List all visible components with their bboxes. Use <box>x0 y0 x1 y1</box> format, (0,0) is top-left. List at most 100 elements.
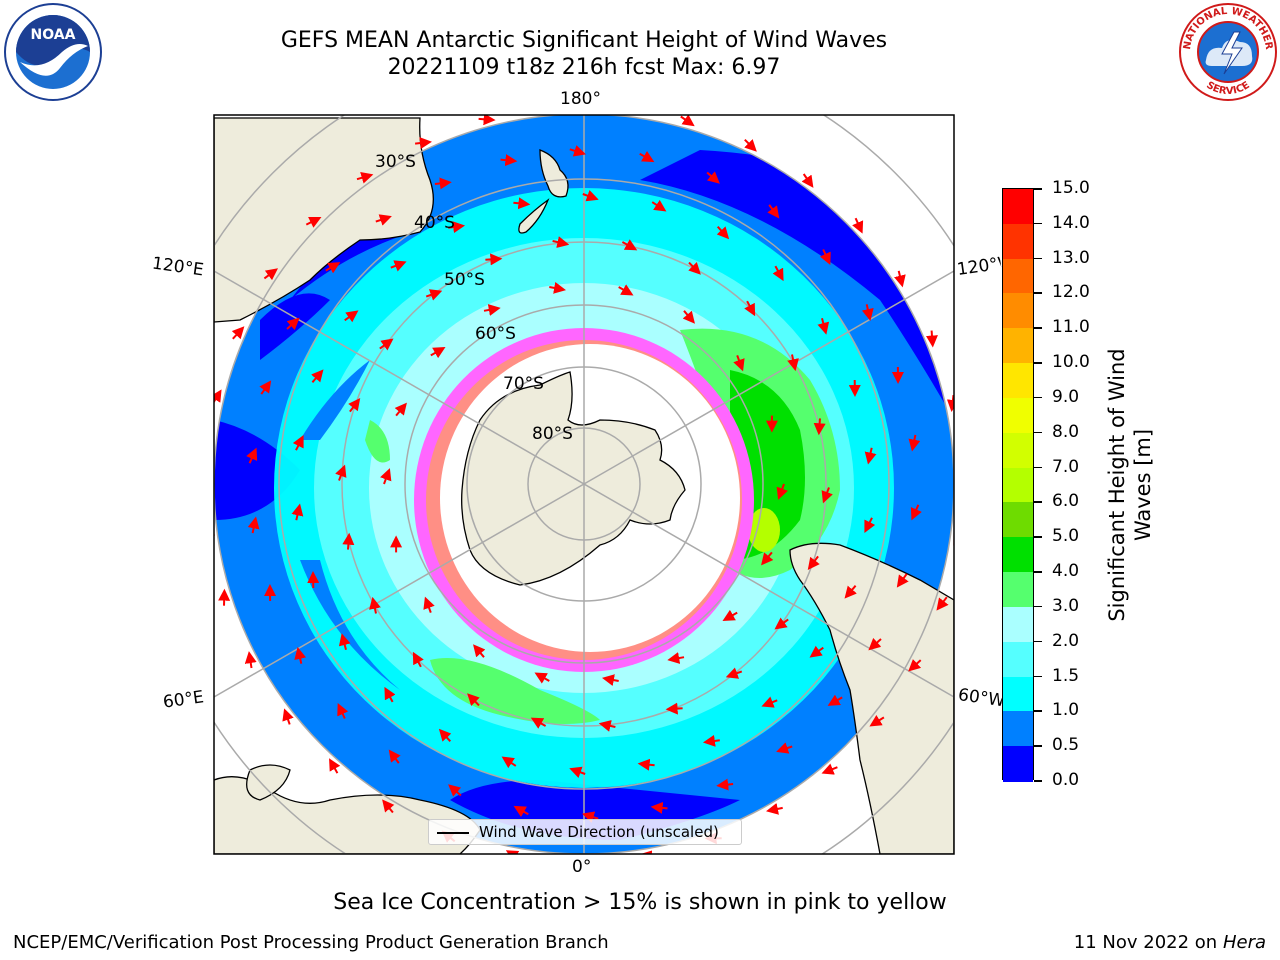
wave-arrow <box>204 461 208 471</box>
colorbar-tick <box>1034 675 1042 678</box>
lon-label-0: 0° <box>572 857 592 877</box>
wave-arrow <box>546 106 557 109</box>
colorbar-segment <box>1003 223 1033 260</box>
wave-arrow <box>744 138 757 152</box>
wave-arrow <box>369 596 381 614</box>
wave-arrow <box>618 284 634 296</box>
wave-arrow <box>894 270 906 288</box>
wave-arrow <box>910 504 922 521</box>
wave-arrow <box>379 338 394 351</box>
wave-arrow <box>869 715 885 727</box>
wave-arrow <box>294 647 307 664</box>
lat-label-50s: 50°S <box>444 270 485 290</box>
colorbar-segment <box>1003 397 1033 434</box>
wave-arrow <box>744 300 756 317</box>
wave-arrow <box>552 236 570 248</box>
colorbar-tick <box>1034 640 1042 643</box>
graticule <box>214 115 954 854</box>
colorbar-tick <box>1034 396 1042 399</box>
lat-label-30s: 30°S <box>375 152 416 172</box>
wave-arrow <box>244 651 257 669</box>
sea-ice-note: Sea Ice Concentration > 15% is shown in … <box>333 890 947 915</box>
colorbar-segment <box>1003 746 1033 782</box>
footer-date-text: 11 Nov 2022 on <box>1073 932 1218 953</box>
wave-arrow <box>821 763 838 775</box>
map-frame <box>213 114 955 855</box>
wave-arrow <box>667 652 685 664</box>
lat-label-60s: 60°S <box>475 324 516 344</box>
colorbar-segment <box>1003 711 1033 747</box>
wave-arrow <box>344 310 359 323</box>
colorbar-segment <box>1003 641 1033 678</box>
colorbar-tick-label: 1.0 <box>1052 700 1080 721</box>
wave-arrow <box>438 728 452 742</box>
colorbar-tick-label: 0.5 <box>1052 735 1080 756</box>
colorbar-title: Significant Height of Wind Waves [m] <box>1104 348 1156 621</box>
wave-arrow <box>614 105 624 110</box>
wave-arrow <box>430 347 446 359</box>
colorbar-tick <box>1034 605 1042 608</box>
wave-arrow <box>665 702 683 715</box>
colorbar-tick-label: 2.0 <box>1052 630 1080 651</box>
colorbar-tick-label: 11.0 <box>1052 317 1090 338</box>
wave-arrow <box>774 617 789 630</box>
wave-arrow <box>844 585 857 599</box>
colorbar-tick <box>1034 571 1042 573</box>
colorbar-tick-label: 4.0 <box>1052 561 1080 582</box>
wave-arrow <box>621 239 638 251</box>
wave-arrow <box>602 674 619 686</box>
wave-direction-arrows <box>204 105 954 854</box>
wave-arrow <box>581 811 599 823</box>
wave-arrow <box>706 171 720 184</box>
colorbar-tick-label: 14.0 <box>1052 212 1090 233</box>
colorbar-tick-label: 1.5 <box>1052 665 1080 686</box>
wave-arrow <box>423 596 435 613</box>
legend-label: Wind Wave Direction (unscaled) <box>479 823 719 841</box>
wave-arrow <box>766 803 783 815</box>
colorbar-tick <box>1034 745 1042 747</box>
wave-arrow <box>549 282 566 294</box>
wave-arrow <box>868 637 882 651</box>
wave-arrow <box>761 696 778 708</box>
wave-arrow <box>485 253 503 266</box>
wave-arrow <box>722 609 738 621</box>
wave-arrow <box>214 389 222 404</box>
colorbar-tick-label: 13.0 <box>1052 247 1090 268</box>
wave-arrow <box>776 742 793 754</box>
wave-arrow <box>414 137 432 150</box>
wave-arrow <box>388 749 401 764</box>
wave-arrow <box>807 555 820 570</box>
wave-arrow <box>311 369 324 383</box>
wave-arrow <box>329 758 341 774</box>
colorbar-segment <box>1003 432 1033 469</box>
wave-arrow <box>292 435 304 451</box>
colorbar-tick-label: 6.0 <box>1052 491 1080 512</box>
wave-arrow <box>448 221 466 234</box>
wave-arrow <box>725 667 743 679</box>
wave-arrow <box>908 434 921 452</box>
colorbar-segment <box>1003 467 1033 503</box>
wave-arrow <box>501 756 517 769</box>
colorbar-segment <box>1003 189 1033 225</box>
colorbar-tick <box>1034 501 1042 503</box>
colorbar-tick-label: 15.0 <box>1052 178 1090 198</box>
wave-arrow <box>434 177 452 190</box>
wave-arrow <box>827 694 843 706</box>
wave-arrow <box>688 261 701 275</box>
colorbar-tick <box>1034 466 1042 469</box>
colorbar-tick <box>1034 188 1042 190</box>
wave-arrow <box>852 217 864 234</box>
wave-arrow <box>569 145 587 157</box>
wave-arrow <box>348 398 361 413</box>
wave-arrow <box>380 468 392 485</box>
lon-label-180: 180° <box>560 89 601 109</box>
wave-arrow <box>864 517 876 533</box>
colorbar-tick <box>1034 710 1042 712</box>
wave-arrow <box>702 734 720 747</box>
footer-credit: NCEP/EMC/Verification Post Processing Pr… <box>13 932 609 953</box>
wave-arrow <box>467 693 480 707</box>
wave-arrow <box>305 217 322 228</box>
colorbar <box>1002 188 1034 782</box>
wave-arrow <box>448 784 462 797</box>
wave-arrow <box>356 172 374 184</box>
